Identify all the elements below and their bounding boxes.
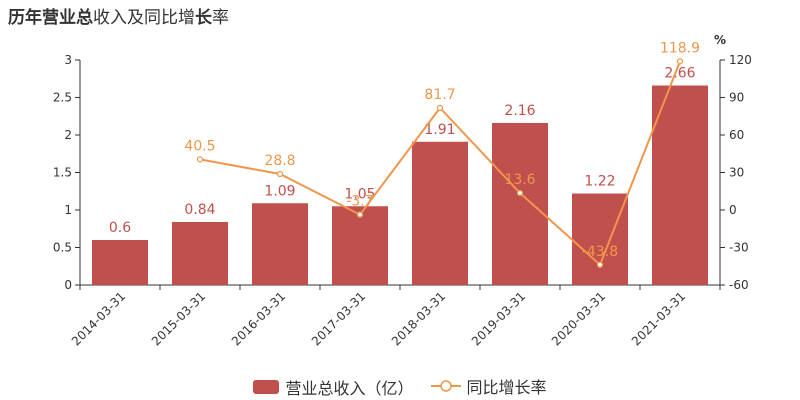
growth-rate-point [276, 170, 284, 178]
right-axis-tick-label: 90 [729, 91, 744, 105]
right-axis-tick-label: -30 [729, 241, 749, 255]
x-axis-tick-label: 2021-03-31 [629, 289, 688, 348]
chart-title: 历年营业总收入及同比增长率 [8, 3, 229, 28]
growth-rate-label: 28.8 [264, 153, 295, 169]
left-axis-tick-label: 0.5 [53, 241, 72, 255]
title-part: 历年 [8, 8, 42, 28]
revenue-bar [92, 240, 148, 285]
growth-rate-point [436, 104, 444, 111]
growth-rate-point [516, 189, 524, 197]
revenue-bar-label: 1.22 [584, 174, 615, 190]
revenue-bar [652, 85, 708, 285]
left-axis-tick-label: 0 [64, 278, 72, 292]
growth-rate-label: 118.9 [660, 40, 700, 56]
x-axis-tick-label: 2019-03-31 [469, 289, 528, 348]
revenue-bar [492, 123, 548, 285]
right-axis-unit: % [714, 33, 726, 47]
right-axis-tick-label: -60 [729, 278, 749, 292]
x-axis-tick-label: 2018-03-31 [389, 289, 448, 348]
growth-rate-label: -43.8 [582, 244, 618, 260]
x-axis-tick-label: 2014-03-31 [69, 289, 128, 348]
growth-rate-point [356, 211, 364, 218]
legend: 营业总收入（亿） 同比增长率 [0, 374, 800, 399]
left-axis-tick-label: 2 [64, 128, 72, 142]
revenue-bar-label: 0.6 [109, 220, 131, 236]
legend-line-swatch [430, 378, 461, 394]
revenue-bar-label: 2.16 [504, 103, 535, 119]
growth-rate-point [676, 58, 684, 65]
right-axis-tick-label: 60 [729, 128, 744, 142]
growth-rate-point [196, 156, 204, 163]
revenue-bar-label: 1.05 [344, 186, 375, 202]
revenue-bar [572, 193, 628, 285]
left-axis-tick-label: 1 [64, 203, 72, 217]
title-part: 营业总 [42, 8, 93, 28]
left-axis-tick-label: 2.5 [53, 91, 72, 105]
x-axis-tick-label: 2016-03-31 [229, 289, 288, 348]
growth-rate-label: -3.7 [346, 194, 373, 210]
legend-item-revenue[interactable]: 营业总收入（亿） [253, 375, 413, 399]
title-part: 率 [212, 8, 229, 28]
revenue-bar-label: 2.66 [664, 66, 695, 82]
legend-label-growth: 同比增长率 [466, 378, 547, 397]
x-axis-tick-label: 2020-03-31 [549, 289, 608, 348]
revenue-bar-label: 1.09 [264, 183, 295, 199]
growth-rate-label: 13.6 [504, 172, 535, 188]
revenue-bar [332, 206, 388, 285]
growth-rate-point [596, 261, 604, 268]
legend-item-growth[interactable]: 同比增长率 [430, 374, 547, 398]
revenue-bar [172, 222, 228, 285]
growth-rate-label: 40.5 [184, 138, 215, 154]
legend-label-revenue: 营业总收入（亿） [285, 379, 414, 398]
left-axis-tick-label: 3 [64, 53, 72, 67]
x-axis-tick-label: 2015-03-31 [149, 289, 208, 348]
revenue-bar-label: 0.84 [184, 202, 215, 218]
right-axis-tick-label: 0 [729, 203, 737, 217]
revenue-bar [412, 141, 468, 285]
x-axis-tick-label: 2017-03-31 [309, 289, 368, 348]
title-part: 收入及同比增 [93, 8, 195, 28]
right-axis-tick-label: 30 [729, 166, 744, 180]
growth-rate-label: 81.7 [424, 87, 455, 103]
right-axis-tick-label: 120 [729, 53, 752, 67]
revenue-bar-label: 1.91 [424, 122, 455, 138]
revenue-growth-chart: 0 0.5 1 1.5 2 2.5 3 -60 -30 0 30 60 90 120% 2014-03-31… [53, 33, 752, 348]
title-part: 长 [195, 8, 212, 28]
left-axis-tick-label: 1.5 [53, 166, 72, 180]
legend-bar-swatch [253, 380, 280, 394]
revenue-bar [252, 203, 308, 285]
